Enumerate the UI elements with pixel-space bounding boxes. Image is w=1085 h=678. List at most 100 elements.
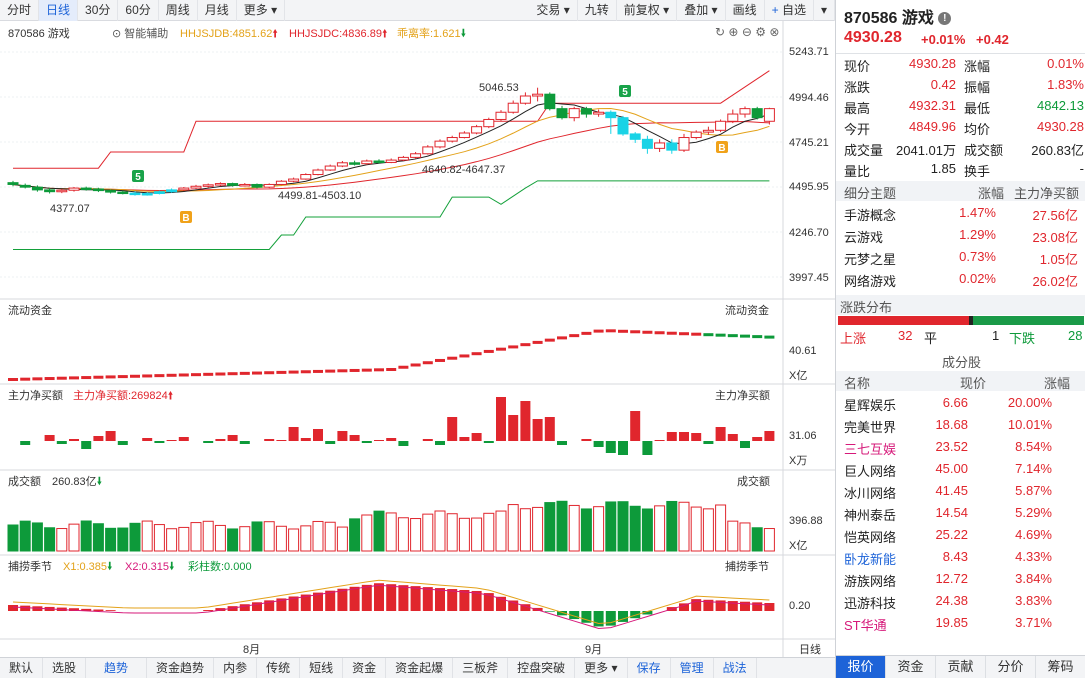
component-row[interactable]: ST华通 19.85 3.71%	[836, 613, 1085, 633]
tab-insider[interactable]: 内参	[214, 657, 258, 678]
candle-body	[568, 108, 580, 119]
overlay-dropdown[interactable]: 叠加 ▾	[677, 0, 726, 21]
component-row[interactable]: 卧龙新能 8.43 4.33%	[836, 547, 1085, 567]
panel-tab-quote[interactable]: 报价	[836, 656, 886, 678]
save-button[interactable]: 保存	[628, 657, 671, 678]
add-watchlist-button[interactable]: + 自选	[765, 0, 814, 21]
tab-trend[interactable]: 趋势	[86, 657, 148, 678]
component-row[interactable]: 恺英网络 25.22 4.69%	[836, 525, 1085, 545]
draw-button[interactable]: 画线	[726, 0, 765, 21]
main-net-bar	[325, 441, 336, 444]
main-net-pane-title-right: 主力净买额	[715, 390, 770, 402]
tab-default[interactable]: 默认	[0, 657, 44, 678]
period-tab-weekly[interactable]: 周线	[159, 0, 198, 21]
component-row[interactable]: 巨人网络 45.00 7.14%	[836, 459, 1085, 479]
tab-stock-pick[interactable]: 选股	[43, 657, 87, 678]
main-net-bar	[105, 431, 116, 441]
strategy-button[interactable]: 战法	[714, 657, 757, 678]
season-bar	[727, 601, 738, 611]
watchlist-chevron-dropdown[interactable]: ▾	[814, 0, 835, 21]
period-tab-60min[interactable]: 60分	[118, 0, 159, 21]
main-net-axis-label: 31.06	[789, 430, 817, 442]
panel-tab-funds[interactable]: 资金	[886, 656, 936, 678]
zoom-out-icon[interactable]: ⊖	[741, 25, 752, 39]
zoom-in-icon[interactable]: ⊕	[728, 25, 739, 39]
volume-bar	[68, 523, 80, 552]
component-row[interactable]: 游族网络 12.72 3.84%	[836, 569, 1085, 589]
volume-indicator-text: 260.83亿	[52, 476, 97, 488]
volume-bar	[178, 526, 190, 552]
info-icon[interactable]: !	[938, 12, 952, 25]
theme-row[interactable]: 手游概念 1.47% 27.56亿	[836, 203, 1085, 223]
flow-bar	[166, 373, 177, 377]
chevron-down-icon: ▾	[271, 2, 278, 17]
period-more-dropdown[interactable]: 更多 ▾	[237, 0, 286, 21]
sell-signal-badge-text: 5	[135, 172, 141, 183]
season-pane-title-right: 捕捞季节	[725, 561, 769, 573]
flow-bar	[93, 375, 104, 379]
smart-assist-toggle[interactable]: ⊙ 智能辅助	[112, 25, 168, 41]
season-bar	[325, 590, 336, 611]
quote-label: 换手	[964, 164, 991, 179]
refresh-icon[interactable]: ↻	[715, 25, 726, 39]
tab-fund-trend[interactable]: 资金趋势	[147, 657, 215, 678]
tab-funds[interactable]: 资金	[343, 657, 387, 678]
tab-control-breakout[interactable]: 控盘突破	[508, 657, 576, 678]
quote-value: 260.83亿	[1031, 143, 1084, 158]
component-row[interactable]: 冰川网络 41.45 5.87%	[836, 481, 1085, 501]
volume-axis-unit: X亿	[789, 540, 808, 552]
comp-header-price: 现价	[960, 376, 987, 391]
manage-button[interactable]: 管理	[671, 657, 714, 678]
flow-bar	[313, 369, 323, 373]
flow-bar	[593, 329, 604, 333]
period-tab-monthly[interactable]: 月线	[198, 0, 237, 21]
component-row[interactable]: 完美世界 18.68 10.01%	[836, 415, 1085, 435]
volume-bar	[702, 508, 714, 552]
period-tab-daily[interactable]: 日线	[39, 0, 79, 21]
season-bar	[508, 600, 519, 611]
panel-tab-contrib[interactable]: 贡献	[936, 656, 986, 678]
theme-row[interactable]: 网络游戏 0.02% 26.02亿	[836, 269, 1085, 289]
component-row[interactable]: 迅游科技 24.38 3.83%	[836, 591, 1085, 611]
trade-dropdown[interactable]: 交易 ▾	[529, 0, 578, 21]
tab-three-axes[interactable]: 三板斧	[453, 657, 509, 678]
candle-body	[336, 162, 348, 167]
volume-axis-label: 396.88	[789, 515, 823, 527]
tab-traditional[interactable]: 传统	[257, 657, 301, 678]
tab-more-dropdown[interactable]: 更多 ▾	[575, 657, 628, 678]
main-net-bar	[520, 401, 531, 441]
flow-bar	[508, 345, 519, 349]
component-row[interactable]: 三七互娱 23.52 8.54%	[836, 437, 1085, 457]
adjust-dropdown[interactable]: 前复权 ▾	[617, 0, 678, 21]
main-net-bar	[93, 436, 104, 441]
volume-bar	[678, 501, 690, 552]
flow-bar	[337, 369, 348, 373]
tab-fund-burst[interactable]: 资金起爆	[386, 657, 454, 678]
panel-tab-chips[interactable]: 筹码	[1036, 656, 1085, 678]
close-icon[interactable]: ⊗	[769, 25, 780, 39]
season-bar	[69, 608, 79, 611]
tab-short-term[interactable]: 短线	[300, 657, 344, 678]
volume-bar	[202, 520, 214, 552]
panel-tab-price-dist[interactable]: 分价	[986, 656, 1036, 678]
theme-row[interactable]: 元梦之星 0.73% 1.05亿	[836, 247, 1085, 267]
main-net-bar	[398, 441, 409, 446]
period-tab-intraday[interactable]: 分时	[0, 0, 40, 21]
nine-turn-button[interactable]: 九转	[578, 0, 617, 21]
component-name: 星辉娱乐	[844, 398, 897, 413]
settings-icon[interactable]: ⚙	[755, 25, 766, 39]
season-bar	[374, 583, 384, 611]
period-tab-30min[interactable]: 30分	[78, 0, 119, 21]
indicator-hhjsjdc-text: HHJSJDC:4836.89	[289, 28, 382, 40]
candle-body	[715, 120, 727, 131]
candle-body	[495, 111, 507, 120]
theme-row[interactable]: 云游戏 1.29% 23.08亿	[836, 225, 1085, 245]
component-row[interactable]: 星辉娱乐 6.66 20.00%	[836, 393, 1085, 413]
main-net-bar	[276, 440, 287, 441]
quote-label: 现价	[844, 59, 871, 74]
candle-body	[7, 182, 19, 185]
main-net-indicator: 主力净买额:269824🠙	[73, 387, 173, 406]
component-row[interactable]: 神州泰岳 14.54 5.29%	[836, 503, 1085, 523]
flow-bar	[544, 338, 555, 342]
